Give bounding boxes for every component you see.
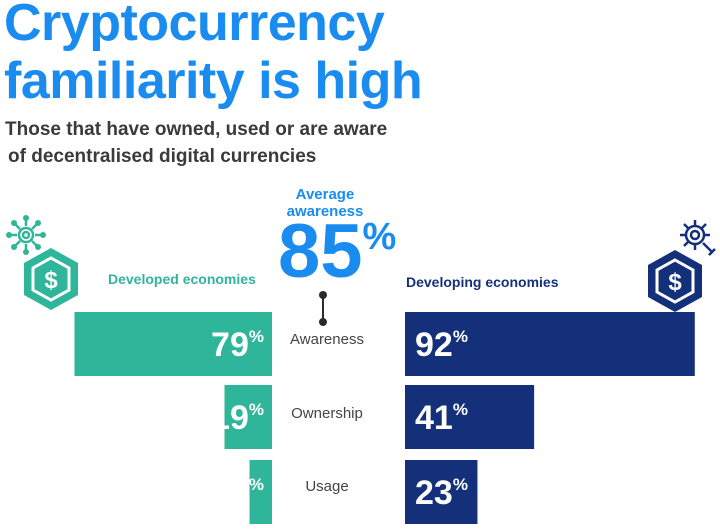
connector-icon	[319, 291, 327, 326]
network-gear-icon	[6, 215, 46, 255]
average-unit: %	[362, 216, 397, 258]
dollar-hexagon-icon: $	[648, 250, 702, 312]
category-label-ownership: Ownership	[291, 405, 363, 422]
developed-value-usage: 9%	[230, 474, 264, 512]
developed-economies-label: Developed economies	[108, 271, 256, 287]
average-label-line-2: awareness	[286, 203, 364, 220]
title-line-2: familiarity is high	[4, 52, 423, 110]
page-title: Cryptocurrency familiarity is high	[4, 0, 423, 110]
developing-economies-label: Developing economies	[406, 274, 559, 290]
category-label-usage: Usage	[305, 478, 349, 495]
average-label-line-1: Average	[295, 186, 355, 203]
subtitle-line-1: Those that have owned, used or are aware	[5, 119, 388, 140]
dollar-hexagon-icon: $	[24, 248, 78, 310]
developing-bar-usage	[405, 460, 478, 524]
developing-value-ownership: 41%	[415, 399, 468, 437]
developing-value-awareness: 92%	[415, 326, 468, 364]
title-line-1: Cryptocurrency	[4, 0, 385, 52]
svg-text:$: $	[668, 269, 682, 296]
category-label-awareness: Awareness	[290, 331, 364, 348]
developed-bar-ownership	[224, 385, 272, 449]
average-number: 85	[278, 209, 363, 294]
developed-value-ownership: 19%	[211, 399, 264, 437]
developing-value-usage: 23%	[415, 474, 468, 512]
wrench-gear-icon	[680, 220, 716, 256]
developed-bar-awareness	[74, 312, 272, 376]
developing-bar-ownership	[405, 385, 535, 449]
subtitle: Those that have owned, used or are aware…	[5, 116, 485, 170]
developing-bar-awareness	[405, 312, 695, 376]
developed-value-awareness: 79%	[211, 326, 264, 364]
average-awareness-value: 85%	[278, 212, 396, 292]
developed-bar-usage	[249, 460, 272, 524]
svg-text:$: $	[44, 267, 58, 294]
subtitle-line-2: of decentralised digital currencies	[8, 146, 317, 167]
average-awareness-label: Average awareness	[265, 186, 385, 220]
